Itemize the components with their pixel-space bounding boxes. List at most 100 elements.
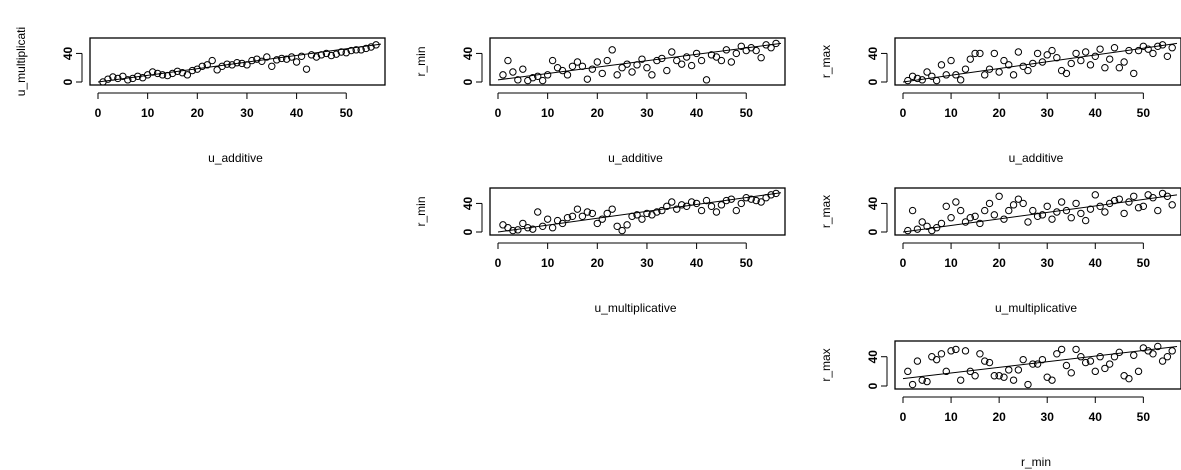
fit-line xyxy=(902,194,1178,233)
data-point xyxy=(1158,41,1167,49)
data-point xyxy=(608,46,616,54)
data-point xyxy=(499,71,507,79)
data-point xyxy=(913,357,922,365)
data-point xyxy=(663,66,671,75)
data-point xyxy=(1106,55,1114,63)
data-point xyxy=(593,58,601,66)
y-tick-label: 0 xyxy=(866,78,880,85)
data-point xyxy=(697,56,706,65)
x-tick-label: 10 xyxy=(541,106,555,120)
data-point xyxy=(1062,69,1071,78)
data-point xyxy=(1057,198,1066,206)
x-tick-label: 50 xyxy=(1137,106,1151,120)
data-point xyxy=(273,56,281,64)
data-point xyxy=(233,59,241,67)
data-point xyxy=(732,49,741,58)
y-axis-title: u_multiplicati xyxy=(14,27,28,96)
plot-area xyxy=(497,39,782,85)
data-point xyxy=(1014,48,1023,56)
data-point xyxy=(717,56,726,65)
data-point xyxy=(638,215,646,223)
plot-frame xyxy=(894,340,1181,390)
data-point xyxy=(1077,56,1085,65)
data-point xyxy=(1096,202,1104,210)
data-point xyxy=(253,55,261,63)
data-point xyxy=(976,350,984,358)
data-point xyxy=(538,76,547,85)
data-point xyxy=(1019,355,1027,364)
data-point xyxy=(995,68,1003,76)
data-point xyxy=(628,212,636,220)
x-tick-label: 10 xyxy=(944,106,958,120)
data-point xyxy=(603,209,611,218)
data-point xyxy=(961,347,970,355)
plot-area xyxy=(497,189,782,235)
data-point xyxy=(347,46,355,55)
data-point xyxy=(923,68,931,76)
data-point xyxy=(942,202,950,210)
data-point xyxy=(678,201,686,209)
data-point xyxy=(1115,195,1124,203)
data-point xyxy=(598,215,606,223)
data-point xyxy=(509,68,517,76)
x-axis-title: u_multiplicative xyxy=(594,301,676,315)
data-point xyxy=(913,225,922,233)
data-point xyxy=(578,212,587,220)
data-point xyxy=(1158,357,1167,365)
data-point xyxy=(588,209,597,218)
x-tick-label: 0 xyxy=(95,106,102,120)
x-tick-label: 40 xyxy=(690,106,704,120)
data-point xyxy=(1024,66,1032,75)
x-tick-label: 30 xyxy=(1041,106,1055,120)
data-point xyxy=(966,367,974,376)
data-point xyxy=(942,71,950,79)
data-point xyxy=(1081,216,1090,225)
data-point xyxy=(981,206,989,215)
data-point xyxy=(692,49,701,58)
data-point xyxy=(623,221,631,229)
data-point xyxy=(1154,42,1162,50)
data-point xyxy=(514,76,522,84)
data-point xyxy=(1149,194,1157,202)
data-point xyxy=(918,76,926,84)
data-point xyxy=(1043,373,1051,381)
data-point xyxy=(727,195,736,203)
x-tick-label: 40 xyxy=(1089,106,1103,120)
data-point xyxy=(104,75,112,83)
y-tick-label: 0 xyxy=(61,78,75,85)
data-point xyxy=(1072,199,1080,208)
data-point xyxy=(1106,360,1114,368)
data-point xyxy=(543,215,552,223)
data-point xyxy=(312,53,321,61)
data-point xyxy=(932,76,941,85)
data-point xyxy=(1144,347,1152,355)
data-point xyxy=(757,198,765,206)
data-point xyxy=(558,66,567,75)
data-point xyxy=(208,56,216,65)
data-point xyxy=(573,205,582,213)
data-point xyxy=(1009,201,1018,209)
data-point xyxy=(134,72,142,80)
data-point xyxy=(509,226,517,235)
y-tick-label: 40 xyxy=(61,46,75,60)
data-point xyxy=(923,377,931,386)
data-point xyxy=(908,380,917,389)
data-point xyxy=(1154,342,1162,351)
data-point xyxy=(357,46,365,54)
data-point xyxy=(956,376,965,384)
data-point xyxy=(352,46,360,54)
data-point xyxy=(976,49,984,58)
data-point xyxy=(918,376,926,384)
data-point xyxy=(183,71,192,79)
data-point xyxy=(638,55,646,63)
data-point xyxy=(593,219,601,228)
x-tick-label: 30 xyxy=(1041,410,1055,424)
data-point xyxy=(904,367,912,376)
x-tick-label: 50 xyxy=(740,256,754,270)
data-point xyxy=(995,372,1003,380)
data-point xyxy=(702,76,711,84)
x-tick-label: 50 xyxy=(340,106,354,120)
data-point xyxy=(742,194,750,202)
data-point xyxy=(268,62,276,70)
data-point xyxy=(1048,46,1056,55)
